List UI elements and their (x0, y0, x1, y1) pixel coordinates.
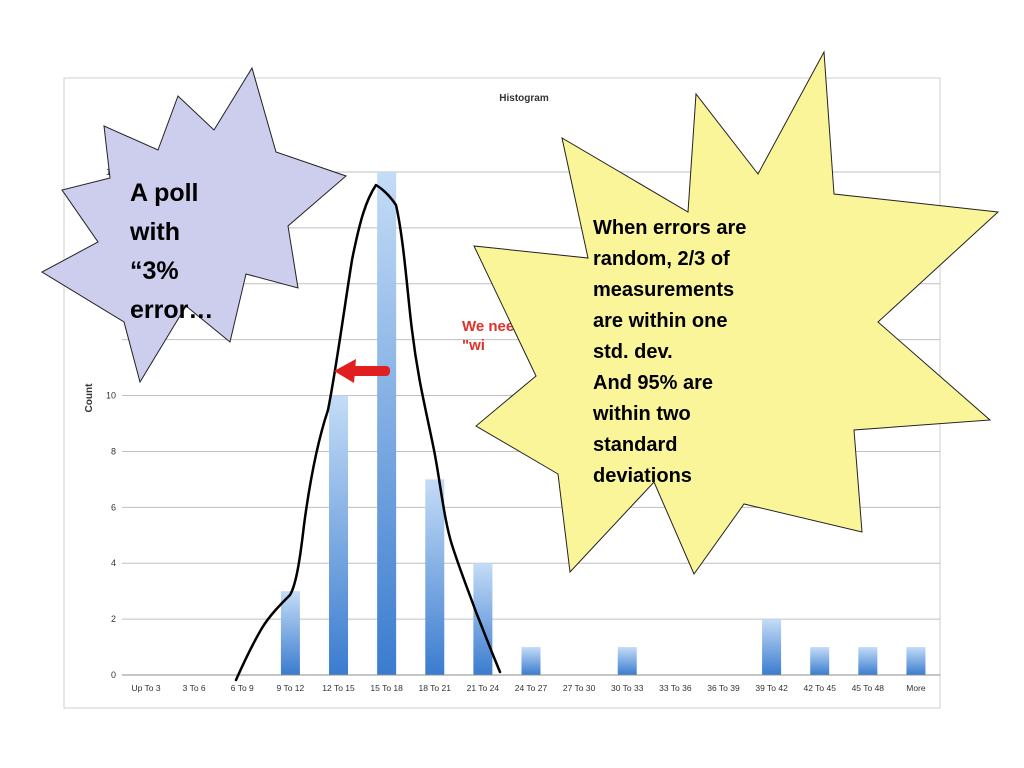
right-callout-line: are within one (593, 310, 727, 332)
x-category-label: 24 To 27 (515, 683, 548, 693)
x-category-label: 12 To 15 (322, 683, 355, 693)
x-category-labels: Up To 3 3 To 6 6 To 9 9 To 12 12 To 15 15 To … (131, 683, 925, 693)
right-callout-line: When errors are (593, 217, 746, 239)
left-callout-line: A poll (130, 179, 199, 207)
x-category-label: 18 To 21 (419, 683, 452, 693)
right-callout-line: random, 2/3 of (593, 248, 730, 270)
x-category-label: 6 To 9 (231, 683, 254, 693)
histogram-bar (329, 395, 349, 675)
x-category-label: Up To 3 (131, 683, 160, 693)
histogram-bar (810, 647, 830, 675)
histogram-bar (906, 647, 926, 675)
right-callout-line: within two (592, 403, 691, 425)
x-category-label: 9 To 12 (277, 683, 305, 693)
histogram-bar (425, 479, 445, 675)
histogram-bar (858, 647, 878, 675)
right-callout-text: When errors are random, 2/3 of measureme… (592, 217, 752, 487)
x-category-label: 3 To 6 (183, 683, 206, 693)
left-callout-text: A poll with “3% error… (129, 179, 213, 324)
y-tick-label: 0 (111, 670, 116, 680)
chart-title: Histogram (499, 93, 549, 104)
red-arrow-icon (334, 359, 390, 383)
histogram-bar (762, 619, 782, 675)
x-category-label: 27 To 30 (563, 683, 596, 693)
y-tick-label: 8 (111, 446, 116, 456)
left-callout-line: “3% (130, 257, 179, 285)
right-callout-line: And 95% are (593, 372, 713, 394)
left-callout-line: with (129, 218, 180, 246)
x-category-label: 39 To 42 (755, 683, 788, 693)
x-category-label: 45 To 48 (852, 683, 885, 693)
y-tick-label: 6 (111, 502, 116, 512)
x-category-label: 33 To 36 (659, 683, 692, 693)
histogram-bar (473, 563, 493, 675)
y-tick-label: 4 (111, 558, 116, 568)
right-callout-line: measurements (593, 279, 734, 301)
histogram-bar (521, 647, 541, 675)
right-callout-line: standard (593, 434, 677, 456)
left-callout-line: error… (130, 296, 213, 324)
histogram-bar (280, 591, 300, 675)
x-category-label: More (906, 683, 926, 693)
red-annotation-line-2: "wi (462, 337, 485, 354)
y-tick-label: 10 (106, 391, 116, 401)
left-callout-burst: A poll with “3% error… (40, 66, 347, 384)
histogram-bar (377, 172, 397, 675)
x-category-label: 21 To 24 (467, 683, 500, 693)
x-category-label: 36 To 39 (707, 683, 740, 693)
x-category-label: 42 To 45 (803, 683, 836, 693)
red-annotation: We need (462, 318, 523, 335)
x-category-label: 30 To 33 (611, 683, 644, 693)
x-category-label: 15 To 18 (370, 683, 403, 693)
y-axis-title: Count (84, 383, 95, 413)
histogram-bar (617, 647, 637, 675)
bars (280, 172, 926, 675)
y-tick-label: 2 (111, 614, 116, 624)
right-callout-line: deviations (593, 465, 692, 487)
hand-drawn-bell-curve (234, 183, 502, 682)
right-callout-line: std. dev. (593, 341, 673, 363)
right-callout-burst: When errors are random, 2/3 of measureme… (473, 50, 1000, 576)
